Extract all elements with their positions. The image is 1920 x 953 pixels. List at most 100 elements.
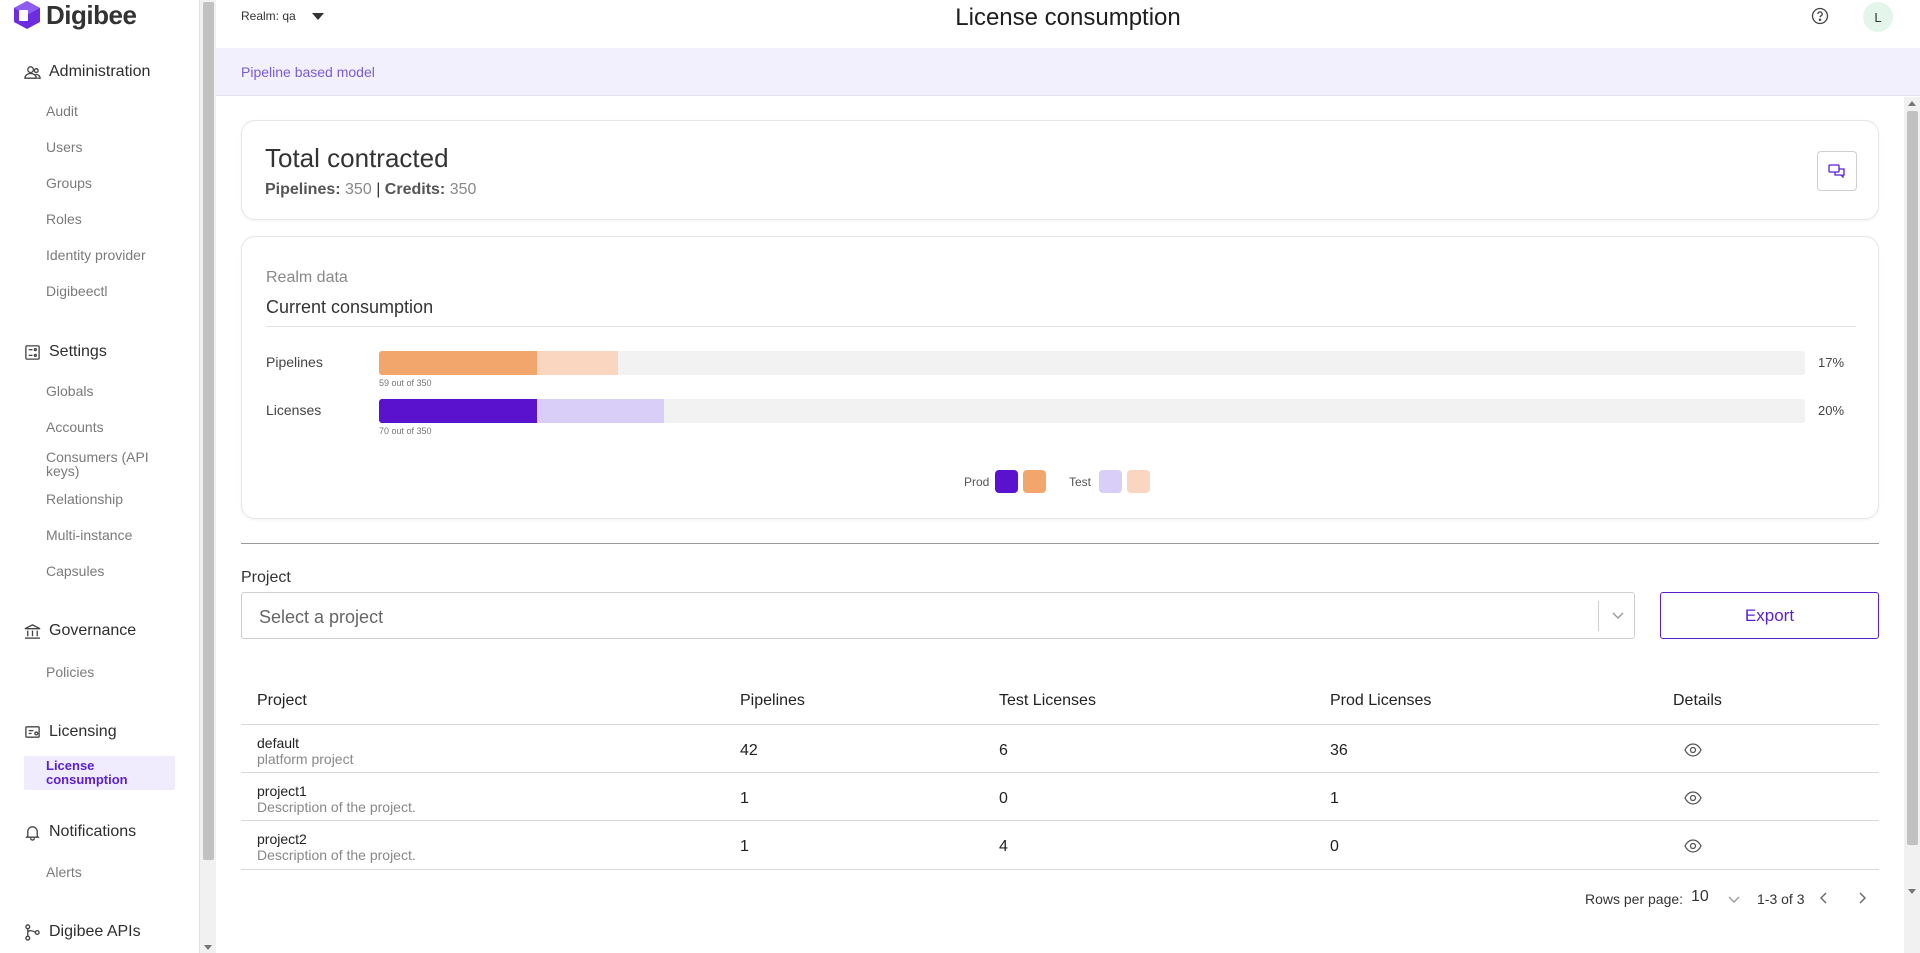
column-header-test-licenses: Test Licenses xyxy=(999,692,1096,709)
prod-licenses-cell: 0 xyxy=(1330,838,1339,855)
avatar[interactable]: L xyxy=(1863,2,1893,32)
sidebar-section-digibee-apis[interactable]: Digibee APIs xyxy=(24,923,141,941)
sidebar-item-digibeectl[interactable]: Digibeectl xyxy=(46,283,108,299)
current-consumption-title: Current consumption xyxy=(266,297,434,317)
help-icon[interactable] xyxy=(1811,7,1829,25)
sidebar-item-users[interactable]: Users xyxy=(46,139,83,155)
sidebar-section-governance[interactable]: Governance xyxy=(24,622,136,640)
legend-test-pipeline-swatch xyxy=(1127,470,1151,493)
model-banner: Pipeline based model xyxy=(216,48,1920,96)
realm-data-label: Realm data xyxy=(266,269,348,286)
logo-text: Digibee xyxy=(46,0,137,30)
project-select[interactable]: Select a project xyxy=(241,592,1635,639)
sidebar-section-label: Digibee APIs xyxy=(49,923,141,940)
licenses-bar-percent: 20% xyxy=(1818,403,1845,418)
sidebar-item-audit[interactable]: Audit xyxy=(46,103,78,119)
sidebar-item-accounts[interactable]: Accounts xyxy=(46,419,104,435)
project-filter-label: Project xyxy=(241,569,291,586)
legend-prod: Prod xyxy=(964,470,1047,493)
project-select-placeholder: Select a project xyxy=(259,607,384,627)
section-divider xyxy=(241,543,1879,544)
select-separator xyxy=(1598,601,1599,631)
top-header: Realm: qa License consumption L xyxy=(216,0,1920,48)
credits-value: 350 xyxy=(449,181,477,198)
legend-prod-label: Prod xyxy=(964,474,990,489)
column-header-prod-licenses: Prod Licenses xyxy=(1330,692,1432,709)
column-header-details: Details xyxy=(1673,692,1722,709)
sidebar-scrollbar[interactable] xyxy=(199,0,216,953)
sidebar-section-settings[interactable]: Settings xyxy=(24,343,107,361)
sidebar-section-licensing[interactable]: Licensing xyxy=(24,723,117,741)
column-header-pipelines: Pipelines xyxy=(740,692,805,709)
pipelines-cell: 1 xyxy=(740,790,749,807)
bank-icon xyxy=(24,623,41,639)
chat-bubbles-icon xyxy=(1828,164,1845,178)
licenses-bar-label: Licenses xyxy=(266,402,322,418)
licenses-test-segment xyxy=(537,399,664,423)
scroll-up-icon[interactable] xyxy=(1908,101,1916,106)
legend-prod-license-swatch xyxy=(995,470,1019,493)
sidebar-item-consumers[interactable]: Consumers (API keys) xyxy=(46,449,149,479)
pipelines-bar-track xyxy=(379,351,1805,375)
sidebar-item-alerts[interactable]: Alerts xyxy=(46,864,82,880)
chevron-down-icon[interactable] xyxy=(1727,892,1741,906)
sidebar-scroll-down-icon[interactable] xyxy=(204,945,212,950)
column-header-project: Project xyxy=(257,692,307,709)
project-description: platform project xyxy=(257,751,354,767)
sidebar-item-capsules[interactable]: Capsules xyxy=(46,563,105,579)
project-name: project1 xyxy=(257,783,307,799)
pipelines-prod-segment xyxy=(379,351,537,375)
legend-test-label: Test xyxy=(1069,474,1092,489)
sidebar-item-roles[interactable]: Roles xyxy=(46,211,82,227)
licenses-bar-note: 70 out of 350 xyxy=(379,426,432,436)
contact-button[interactable] xyxy=(1817,151,1857,191)
scroll-down-icon[interactable] xyxy=(1908,889,1916,894)
chevron-right-icon[interactable] xyxy=(1855,891,1869,905)
eye-icon[interactable] xyxy=(1684,791,1702,805)
rows-per-page-select[interactable]: 10 xyxy=(1691,888,1709,905)
users-icon xyxy=(24,65,41,79)
sidebar-item-globals[interactable]: Globals xyxy=(46,383,94,399)
sidebar-item-groups[interactable]: Groups xyxy=(46,175,92,191)
realm-label: Realm: qa xyxy=(241,9,296,23)
main-scrollbar[interactable] xyxy=(1904,97,1920,953)
legend-test-license-swatch xyxy=(1099,470,1123,493)
sidebar-section-administration[interactable]: Administration xyxy=(24,63,150,81)
eye-icon[interactable] xyxy=(1684,743,1702,757)
page-title: License consumption xyxy=(955,4,1181,31)
sidebar-item-relationship[interactable]: Relationship xyxy=(46,491,124,507)
pipelines-value: 350 xyxy=(345,181,372,198)
pipelines-bar-percent: 17% xyxy=(1818,355,1845,370)
sidebar: Digibee Administration Audit Users Group… xyxy=(0,0,200,953)
prod-licenses-cell: 36 xyxy=(1330,742,1348,759)
realm-selector[interactable]: Realm: qa xyxy=(241,9,324,23)
pipelines-test-segment xyxy=(537,351,618,375)
legend-prod-pipeline-swatch xyxy=(1023,470,1047,493)
legend-test: Test xyxy=(1069,470,1151,493)
logo[interactable]: Digibee xyxy=(14,0,137,30)
test-licenses-cell: 6 xyxy=(999,742,1008,759)
realm-data-card: Realm data Current consumption Pipelines… xyxy=(241,236,1879,519)
sidebar-section-label: Settings xyxy=(49,343,107,360)
table-row: project2 Description of the project. 1 4… xyxy=(241,820,1879,868)
chevron-down-icon[interactable] xyxy=(1611,608,1625,622)
chevron-left-icon[interactable] xyxy=(1817,891,1831,905)
sidebar-item-policies[interactable]: Policies xyxy=(46,664,95,680)
main-scrollbar-thumb[interactable] xyxy=(1907,111,1918,845)
sidebar-section-notifications[interactable]: Notifications xyxy=(24,823,136,841)
sidebar-item-multi-instance[interactable]: Multi-instance xyxy=(46,527,133,543)
eye-icon[interactable] xyxy=(1684,839,1702,853)
bell-icon xyxy=(25,825,40,841)
total-summary: Pipelines: 350 | Credits: 350 xyxy=(265,181,476,199)
export-button[interactable]: Export xyxy=(1660,592,1879,639)
sidebar-scrollbar-thumb[interactable] xyxy=(203,2,214,860)
licenses-prod-segment xyxy=(379,399,537,423)
sidebar-item-identity-provider[interactable]: Identity provider xyxy=(46,247,146,263)
sidebar-item-license-consumption[interactable]: License consumption xyxy=(24,756,175,790)
prod-licenses-cell: 1 xyxy=(1330,790,1339,807)
rows-per-page-label: Rows per page: xyxy=(1585,891,1684,907)
table-row: project1 Description of the project. 1 0… xyxy=(241,772,1879,820)
settings-grid-icon xyxy=(25,344,40,360)
total-title: Total contracted xyxy=(265,143,449,173)
sidebar-section-label: Licensing xyxy=(49,723,117,740)
